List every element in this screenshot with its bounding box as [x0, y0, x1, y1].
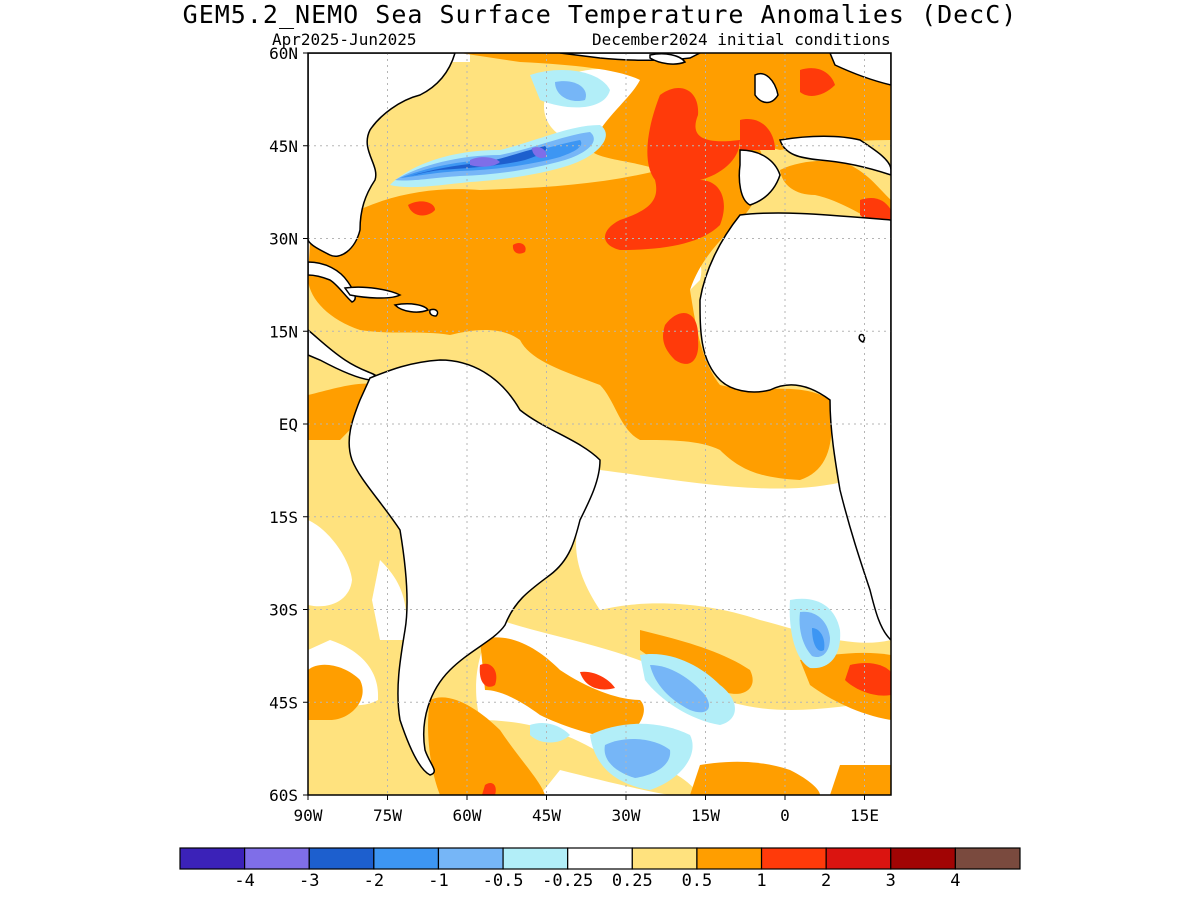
- lat-tick-label: EQ: [279, 415, 298, 434]
- colorbar-swatch: [179, 847, 246, 870]
- lon-tick-label: 90W: [294, 806, 323, 825]
- latitude-axis: 60N 45N 30N 15N EQ 15S 30S 45S 60S: [269, 44, 308, 805]
- colorbar-swatch: [437, 847, 504, 870]
- lat-tick-label: 30S: [269, 601, 298, 620]
- colorbar-label: -0.5: [483, 871, 524, 891]
- colorbar-label: 0.25: [612, 871, 653, 891]
- initial-conditions: December2024 initial conditions: [592, 30, 891, 49]
- colorbar: -4 -3 -2 -1 -0.5 -0.25 0.25 0.5 1 2 3 4: [179, 847, 1021, 891]
- lon-tick-label: 60W: [453, 806, 482, 825]
- lat-tick-label: 15N: [269, 322, 298, 341]
- lon-tick-label: 45W: [532, 806, 561, 825]
- colorbar-label: -2: [364, 871, 384, 891]
- lon-tick-label: 75W: [373, 806, 402, 825]
- lon-tick-label: 15W: [691, 806, 720, 825]
- map-field: [308, 53, 891, 795]
- lat-tick-label: 45N: [269, 137, 298, 156]
- colorbar-swatch: [373, 847, 440, 870]
- lat-tick-label: 60N: [269, 44, 298, 63]
- colorbar-label: -3: [299, 871, 319, 891]
- lat-tick-label: 60S: [269, 786, 298, 805]
- anomaly-1-to-2-regions: [408, 68, 891, 795]
- colorbar-swatch: [825, 847, 892, 870]
- graticule: [308, 53, 891, 795]
- chart-title: GEM5.2_NEMO Sea Surface Temperature Anom…: [182, 0, 1018, 29]
- colorbar-swatch: [954, 847, 1021, 870]
- forecast-period: Apr2025-Jun2025: [272, 30, 417, 49]
- anomaly-cold-ribbon: [390, 81, 830, 778]
- colorbar-swatch: [760, 847, 827, 870]
- lat-tick-label: 30N: [269, 230, 298, 249]
- colorbar-label: 2: [821, 871, 831, 891]
- continents: [308, 53, 891, 776]
- colorbar-swatch: [890, 847, 956, 870]
- colorbar-swatch: [567, 847, 633, 870]
- lon-tick-label: 0: [780, 806, 790, 825]
- colorbar-label: -1: [428, 871, 448, 891]
- lat-tick-label: 15S: [269, 508, 298, 527]
- colorbar-label: -0.25: [542, 871, 593, 891]
- colorbar-swatch: [502, 847, 569, 870]
- colorbar-label: -4: [234, 871, 254, 891]
- colorbar-swatch: [308, 847, 375, 870]
- colorbar-label: 4: [950, 871, 960, 891]
- lon-tick-label: 15E: [850, 806, 879, 825]
- colorbar-label: 0.5: [682, 871, 713, 891]
- lat-tick-label: 45S: [269, 693, 298, 712]
- colorbar-swatch: [696, 847, 763, 870]
- colorbar-swatch: [244, 847, 310, 870]
- colorbar-label: 3: [886, 871, 896, 891]
- colorbar-swatch: [631, 847, 698, 870]
- lon-tick-label: 30W: [612, 806, 641, 825]
- colorbar-label: 1: [756, 871, 766, 891]
- longitude-axis: 90W 75W 60W 45W 30W 15W 0 15E: [294, 795, 879, 825]
